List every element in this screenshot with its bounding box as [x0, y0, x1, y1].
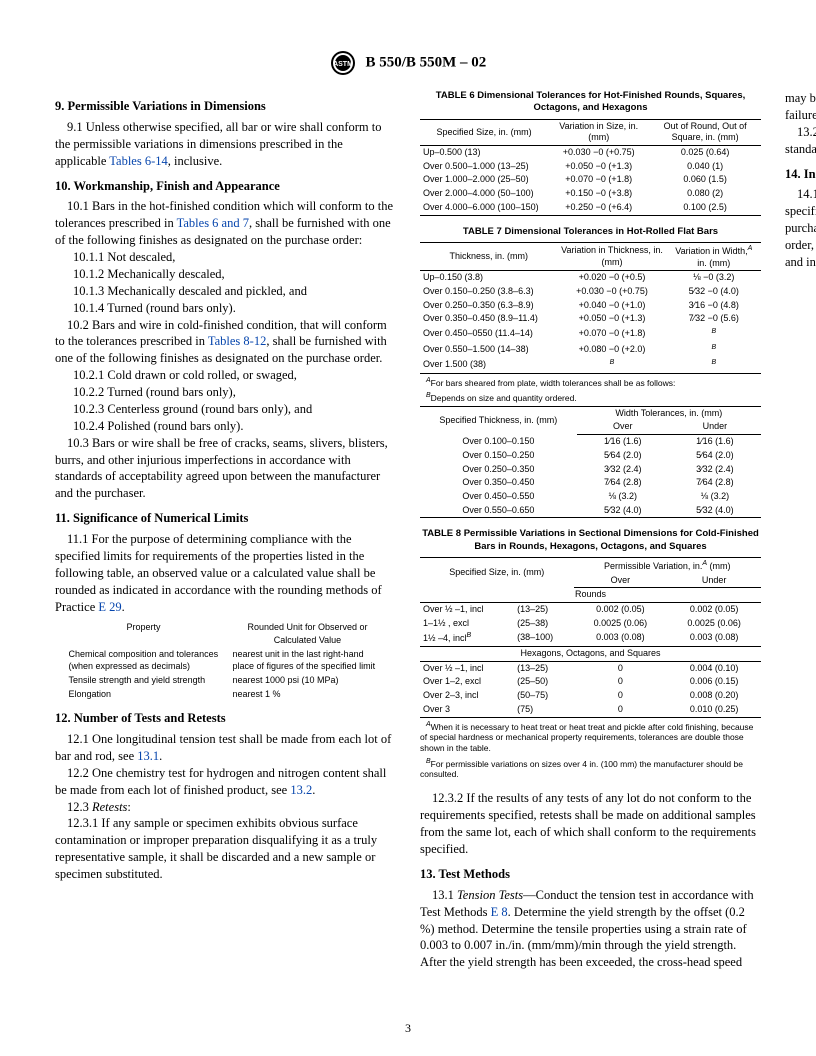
property-table: PropertyRounded Unit for Observed or Cal…: [61, 619, 391, 702]
para-10-1-2: 10.1.2 Mechanically descaled,: [55, 266, 396, 283]
para-11-1: 11.1 For the purpose of determining comp…: [55, 531, 396, 615]
table-row: Over 0.550–0.6505⁄32 (4.0)5⁄32 (4.0): [420, 504, 761, 518]
table-row: Over 1.500 (38)BB: [420, 357, 761, 373]
section-9-heading: 9. Permissible Variations in Dimensions: [55, 98, 396, 115]
table-row: Over ½ –1, incl(13–25)00.004 (0.10): [420, 661, 761, 675]
page-number: 3: [0, 1020, 816, 1036]
designation: B 550/B 550M – 02: [365, 54, 486, 70]
para-10-2: 10.2 Bars and wire in cold-finished cond…: [55, 317, 396, 368]
e8-link[interactable]: E 8: [491, 905, 508, 919]
table-8-title: TABLE 8 Permissible Variations in Sectio…: [420, 528, 761, 553]
tables-6-7-link[interactable]: Tables 6 and 7: [177, 216, 249, 230]
e29-link[interactable]: E 29: [98, 600, 121, 614]
content-columns: 9. Permissible Variations in Dimensions …: [55, 90, 761, 990]
table-7: TABLE 7 Dimensional Tolerances in Hot-Ro…: [420, 226, 761, 519]
table-row: Over 0.450–0.550⅛ (3.2)⅛ (3.2): [420, 490, 761, 504]
table-row: Over 4.000–6.000 (100–150)+0.250 −0 (+6.…: [420, 201, 761, 215]
table-row: Over 0.500–1.000 (13–25)+0.050 −0 (+1.3)…: [420, 160, 761, 174]
table-7-note-a: AFor bars sheared from plate, width tole…: [420, 376, 761, 389]
table-8-note-b: BFor permissible variations on sizes ove…: [420, 757, 761, 781]
table-row: Over 0.150–0.2505⁄64 (2.0)5⁄64 (2.0): [420, 449, 761, 463]
table-row: Over 1–2, excl(25–50)00.006 (0.15): [420, 675, 761, 689]
table-6-title: TABLE 6 Dimensional Tolerances for Hot-F…: [420, 90, 761, 115]
table-row: Over 0.250–0.350 (6.3–8.9)+0.040 −0 (+1.…: [420, 299, 761, 313]
section-14-heading: 14. Inspection: [785, 166, 816, 183]
para-10-1-3: 10.1.3 Mechanically descaled and pickled…: [55, 283, 396, 300]
para-9-1: 9.1 Unless otherwise specified, all bar …: [55, 119, 396, 170]
para-10-2-3: 10.2.3 Centerless ground (round bars onl…: [55, 401, 396, 418]
table-row: Over 3(75)00.010 (0.25): [420, 703, 761, 717]
para-10-2-1: 10.2.1 Cold drawn or cold rolled, or swa…: [55, 367, 396, 384]
table-row: Over 2.000–4.000 (50–100)+0.150 −0 (+3.8…: [420, 187, 761, 201]
para-10-2-2: 10.2.2 Turned (round bars only),: [55, 384, 396, 401]
para-10-3: 10.3 Bars or wire shall be free of crack…: [55, 435, 396, 503]
section-12-heading: 12. Number of Tests and Retests: [55, 710, 396, 727]
link-13-2[interactable]: 13.2: [290, 783, 312, 797]
section-13-heading: 13. Test Methods: [420, 866, 761, 883]
link-13-1[interactable]: 13.1: [137, 749, 159, 763]
table-8: TABLE 8 Permissible Variations in Sectio…: [420, 528, 761, 780]
para-12-1: 12.1 One longitudinal tension test shall…: [55, 731, 396, 765]
para-12-3: 12.3 Retests:: [55, 799, 396, 816]
para-12-2: 12.2 One chemistry test for hydrogen and…: [55, 765, 396, 799]
section-10-heading: 10. Workmanship, Finish and Appearance: [55, 178, 396, 195]
section-11-heading: 11. Significance of Numerical Limits: [55, 510, 396, 527]
table-7-title: TABLE 7 Dimensional Tolerances in Hot-Ro…: [420, 226, 761, 238]
tables-6-14-link[interactable]: Tables 6-14: [109, 154, 167, 168]
table-8-note-a: AWhen it is necessary to heat treat or h…: [420, 720, 761, 755]
table-row: Over 0.350–0.4507⁄64 (2.8)7⁄64 (2.8): [420, 476, 761, 490]
table-row: 1½ –4, inclB(38–100)0.003 (0.08)0.003 (0…: [420, 630, 761, 646]
table-row: Over 0.550–1.500 (14–38)+0.080 −0 (+2.0)…: [420, 342, 761, 358]
para-14-1: 14.1 The manufacturer shall inspect the …: [785, 186, 816, 270]
table-row: Over 0.100–0.1501⁄16 (1.6)1⁄16 (1.6): [420, 435, 761, 449]
para-10-1-1: 10.1.1 Not descaled,: [55, 249, 396, 266]
para-13-2: 13.2 Chemical Tests—Conduct the chemical…: [785, 124, 816, 158]
table-row: 1–1½ , excl(25–38)0.0025 (0.06)0.0025 (0…: [420, 617, 761, 631]
para-10-1: 10.1 Bars in the hot-finished condition …: [55, 198, 396, 249]
table-row: Over 0.150–0.250 (3.8–6.3)+0.030 −0 (+0.…: [420, 285, 761, 299]
svg-text:ASTM: ASTM: [333, 61, 353, 68]
table-7-note-b: BDepends on size and quantity ordered.: [420, 391, 761, 404]
para-10-1-4: 10.1.4 Turned (round bars only).: [55, 300, 396, 317]
table-row: Over 2–3, incl(50–75)00.008 (0.20): [420, 689, 761, 703]
para-12-3-2: 12.3.2 If the results of any tests of an…: [420, 790, 761, 858]
table-row: Over ½ –1, incl(13–25)0.002 (0.05)0.002 …: [420, 603, 761, 617]
table-row: Over 1.000–2.000 (25–50)+0.070 −0 (+1.8)…: [420, 173, 761, 187]
table-row: Up–0.150 (3.8)+0.020 −0 (+0.5)⅛ −0 (3.2): [420, 271, 761, 285]
para-10-2-4: 10.2.4 Polished (round bars only).: [55, 418, 396, 435]
table-6: TABLE 6 Dimensional Tolerances for Hot-F…: [420, 90, 761, 216]
table-row: Over 0.250–0.3503⁄32 (2.4)3⁄32 (2.4): [420, 463, 761, 477]
table-row: Over 0.350–0.450 (8.9–11.4)+0.050 −0 (+1…: [420, 312, 761, 326]
para-12-3-1: 12.3.1 If any sample or specimen exhibit…: [55, 815, 396, 883]
astm-logo-icon: ASTM: [330, 50, 356, 76]
tables-8-12-link[interactable]: Tables 8-12: [208, 334, 266, 348]
document-header: ASTM B 550/B 550M – 02: [55, 50, 761, 76]
table-row: Over 0.450–0550 (11.4–14)+0.070 −0 (+1.8…: [420, 326, 761, 342]
table-row: Up–0.500 (13)+0.030 −0 (+0.75)0.025 (0.6…: [420, 146, 761, 160]
